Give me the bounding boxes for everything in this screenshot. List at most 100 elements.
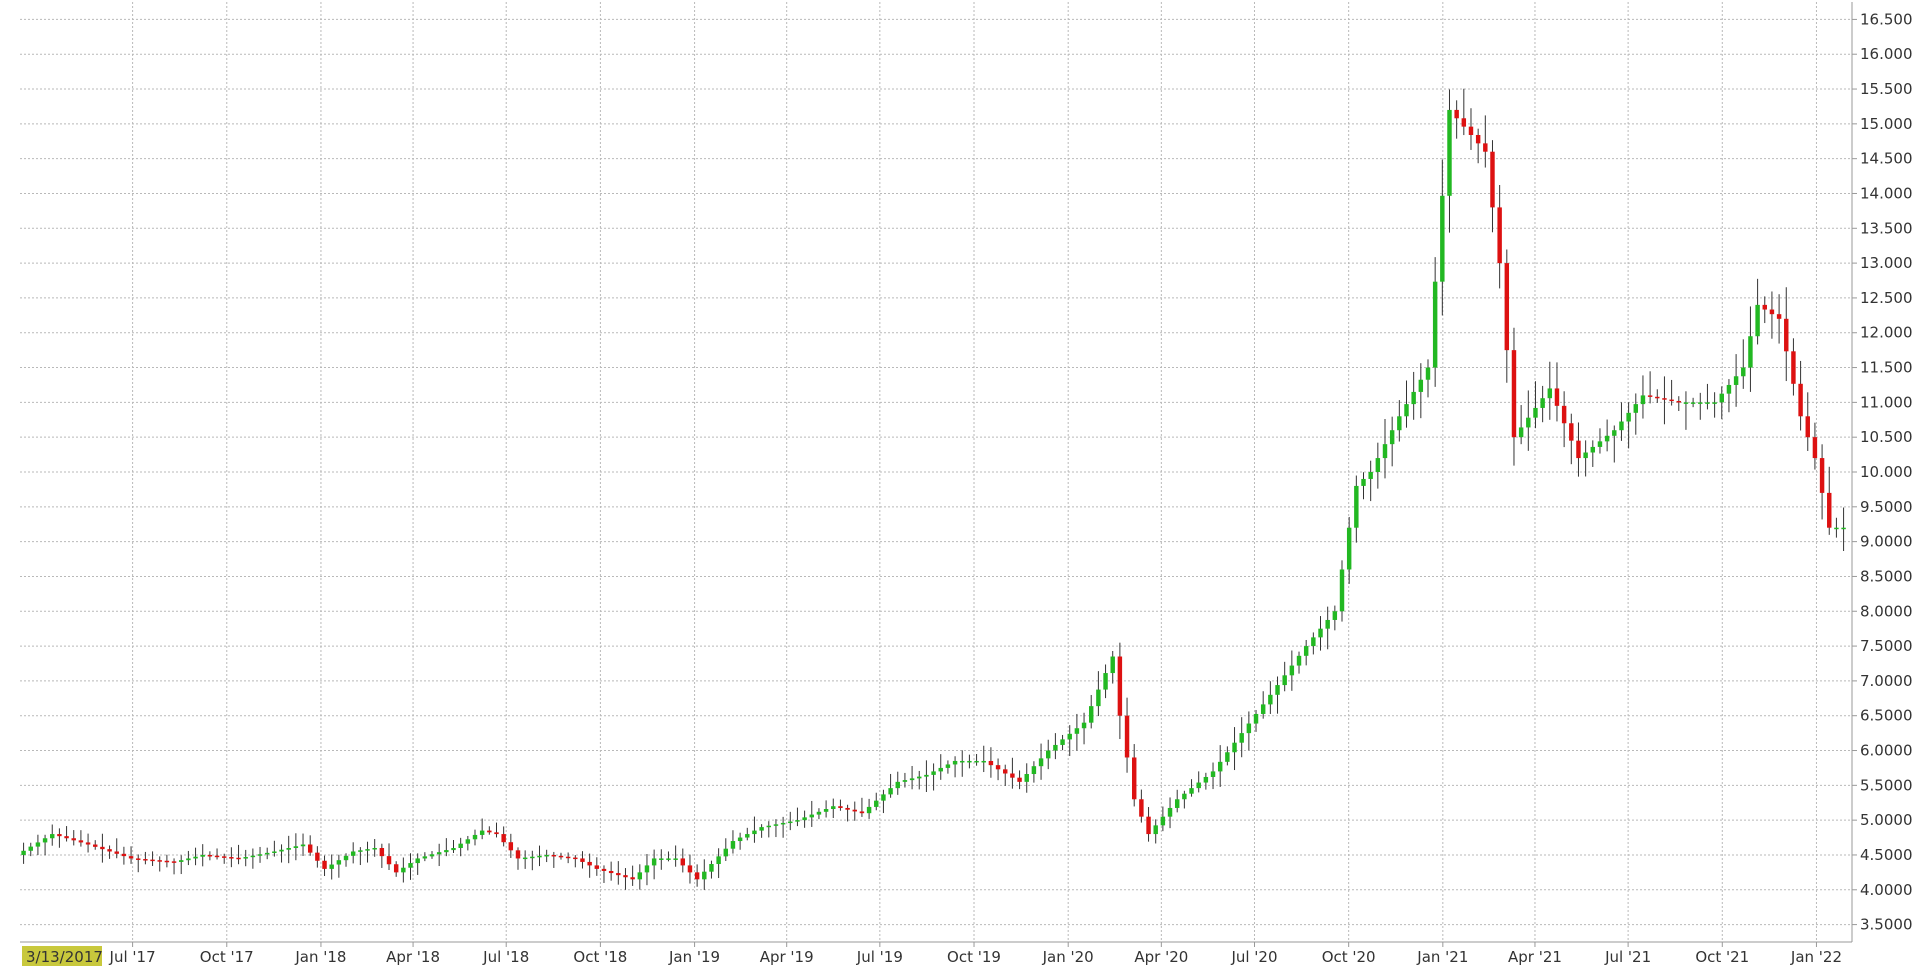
candle-down bbox=[150, 859, 155, 862]
candle-down bbox=[608, 870, 614, 874]
candle-up bbox=[1841, 527, 1846, 530]
candle-down bbox=[1662, 398, 1667, 400]
candle-up bbox=[1404, 404, 1409, 417]
candle-up bbox=[823, 809, 829, 812]
candle-up bbox=[967, 760, 972, 763]
candle-up bbox=[1368, 472, 1373, 479]
candle-up bbox=[1239, 733, 1244, 743]
candle-up bbox=[286, 848, 291, 850]
y-tick-label: 13.500 bbox=[1860, 219, 1913, 237]
candle-up bbox=[1712, 402, 1717, 404]
candle-up bbox=[1612, 430, 1617, 436]
candle-up bbox=[1698, 402, 1703, 404]
candle-up bbox=[444, 850, 449, 853]
candle-down bbox=[616, 873, 621, 876]
candle-down bbox=[1827, 492, 1832, 528]
candle-up bbox=[637, 872, 643, 880]
candles-layer bbox=[21, 88, 1846, 890]
candle-up bbox=[1741, 367, 1746, 377]
candle-up bbox=[1103, 673, 1108, 690]
y-tick-label: 12.000 bbox=[1860, 324, 1913, 342]
x-tick-label: Apr '21 bbox=[1508, 948, 1562, 966]
candle-up bbox=[888, 788, 893, 795]
candle-down bbox=[1117, 656, 1123, 716]
candle-down bbox=[601, 868, 607, 871]
candle-up bbox=[1153, 825, 1158, 835]
candle-down bbox=[114, 851, 119, 854]
candle-down bbox=[236, 857, 241, 860]
candle-up bbox=[1411, 391, 1416, 405]
candle-up bbox=[737, 837, 743, 842]
candle-up bbox=[279, 849, 284, 852]
y-tick-label: 15.500 bbox=[1860, 80, 1913, 98]
candle-up bbox=[1604, 435, 1610, 442]
candle-down bbox=[838, 806, 843, 808]
candle-up bbox=[816, 811, 822, 815]
x-tick-label: Jul '21 bbox=[1604, 948, 1651, 966]
candle-down bbox=[1497, 207, 1502, 264]
candle-up bbox=[343, 855, 349, 861]
candle-up bbox=[773, 824, 779, 826]
candle-up bbox=[730, 841, 736, 849]
candle-up bbox=[329, 864, 334, 869]
candle-up bbox=[902, 780, 908, 782]
candle-down bbox=[551, 854, 557, 857]
candle-up bbox=[264, 852, 270, 855]
candle-down bbox=[565, 856, 571, 859]
candle-up bbox=[1046, 750, 1051, 759]
candle-up bbox=[716, 856, 721, 865]
candle-up bbox=[960, 760, 965, 763]
candle-up bbox=[1260, 704, 1266, 714]
y-tick-label: 12.500 bbox=[1860, 289, 1913, 307]
candle-up bbox=[537, 855, 542, 858]
candle-up bbox=[451, 848, 456, 851]
y-tick-label: 9.0000 bbox=[1860, 533, 1913, 551]
candle-up bbox=[1325, 619, 1330, 629]
candle-down bbox=[107, 849, 112, 852]
candle-up bbox=[522, 857, 528, 860]
candle-down bbox=[1010, 773, 1015, 778]
grid-layer bbox=[20, 2, 1852, 942]
candle-down bbox=[515, 850, 521, 859]
candle-down bbox=[1669, 399, 1674, 402]
candle-up bbox=[1110, 656, 1115, 674]
candle-up bbox=[479, 830, 485, 835]
candle-down bbox=[1784, 318, 1789, 352]
candle-down bbox=[1017, 777, 1022, 782]
x-tick-label: Jan '22 bbox=[1790, 948, 1842, 966]
candle-up bbox=[1690, 402, 1696, 404]
candle-down bbox=[1798, 383, 1803, 417]
candle-up bbox=[1518, 427, 1524, 438]
candle-down bbox=[93, 844, 98, 847]
candle-down bbox=[1676, 400, 1682, 403]
candle-up bbox=[28, 846, 33, 851]
candle-up bbox=[1096, 689, 1101, 707]
candle-up bbox=[1038, 758, 1044, 767]
candle-down bbox=[1003, 769, 1008, 774]
candle-down bbox=[845, 807, 850, 810]
candle-up bbox=[1547, 388, 1553, 399]
candle-up bbox=[1389, 430, 1395, 445]
candle-up bbox=[1174, 799, 1180, 808]
start-date-label: 3/13/2017 bbox=[26, 948, 103, 966]
candle-up bbox=[673, 858, 678, 860]
candle-up bbox=[293, 846, 299, 848]
candle-up bbox=[1253, 713, 1259, 724]
x-tick-label: Jan '20 bbox=[1042, 948, 1094, 966]
candle-up bbox=[780, 822, 786, 825]
candle-up bbox=[358, 850, 363, 852]
candle-down bbox=[214, 855, 220, 858]
candle-up bbox=[243, 857, 248, 859]
candle-up bbox=[1418, 379, 1424, 392]
candle-down bbox=[1511, 350, 1517, 438]
candle-down bbox=[558, 855, 564, 858]
candle-up bbox=[802, 817, 807, 821]
candle-up bbox=[422, 856, 428, 859]
candle-up bbox=[1167, 807, 1173, 817]
candle-down bbox=[501, 834, 506, 843]
candle-down bbox=[1461, 118, 1467, 127]
candle-down bbox=[680, 858, 686, 866]
candle-down bbox=[859, 811, 865, 814]
